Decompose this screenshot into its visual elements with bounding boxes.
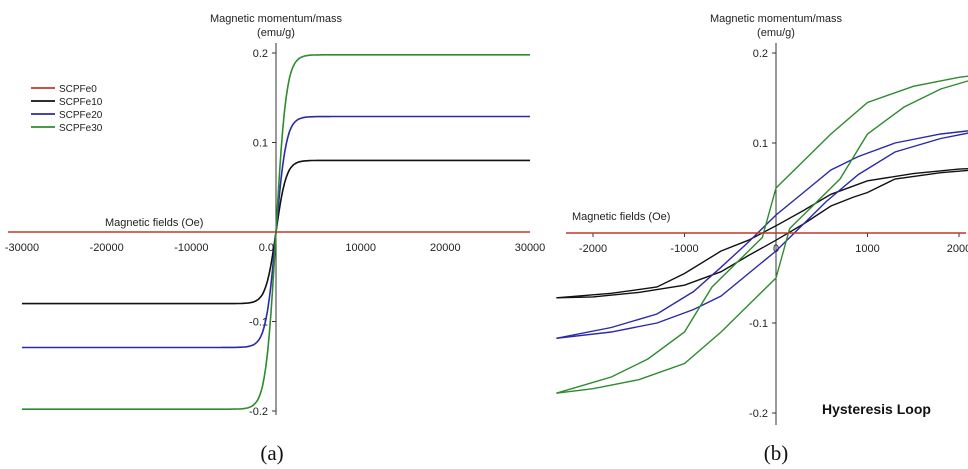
panel-b-curve-scpfe20-lower [556, 132, 968, 339]
panel-b-curve-scpfe10-lower [556, 169, 968, 299]
panel-b-xtick-label: -2000 [579, 243, 607, 255]
legend-entry: SCPFe10 [59, 97, 103, 108]
panel-b-xtick-label: -1000 [670, 243, 698, 255]
legend-entry: SCPFe20 [59, 110, 103, 121]
panel-a-xtick-label: -30000 [5, 242, 39, 254]
panel-b: Magnetic momentum/mass (emu/g) Magnetic … [556, 13, 968, 465]
panel-a-ytick-label: -0.2 [249, 406, 268, 418]
panel-b-annotation: Hysteresis Loop [822, 401, 931, 417]
panel-b-curve-scpfe30-lower [556, 80, 968, 394]
panel-b-caption: (b) [764, 441, 789, 465]
panel-a-ytick-label: 0.1 [253, 138, 268, 150]
panel-a-yunit: (emu/g) [257, 27, 295, 39]
panel-a: Magnetic momentum/mass (emu/g) Magnetic … [5, 13, 545, 465]
panel-b-xtick-label: 1000 [855, 243, 879, 255]
panel-b-curve-scpfe10-upper [556, 167, 968, 299]
panel-b-ytick-label: 0.1 [753, 138, 768, 150]
panel-a-xtick-label: 30000 [515, 242, 546, 254]
panel-a-xtick-label: 0.0 [259, 242, 274, 254]
panel-b-xtick-label: 2000 [947, 243, 968, 255]
panel-b-yunit: (emu/g) [757, 27, 795, 39]
panel-a-ytick-label: 0.2 [253, 48, 268, 60]
panel-b-xlabel: Magnetic fields (Oe) [572, 211, 670, 223]
panel-b-curve-scpfe30-upper [556, 75, 968, 394]
panel-b-ylabel: Magnetic momentum/mass [710, 13, 843, 25]
panel-b-curve-scpfe20-upper [556, 130, 968, 339]
legend-entry: SCPFe30 [59, 123, 103, 134]
panel-b-xtick-label: 0 [773, 243, 779, 255]
panel-b-ytick-label: -0.2 [749, 408, 768, 420]
panel-a-ytick-label: -0.1 [249, 317, 268, 329]
legend-entry: SCPFe0 [59, 84, 97, 95]
panel-a-xtick-label: -20000 [90, 242, 124, 254]
panel-a-xtick-label: 20000 [430, 242, 461, 254]
panel-a-xtick-label: 10000 [345, 242, 376, 254]
panel-a-xlabel: Magnetic fields (Oe) [105, 217, 203, 229]
panel-a-xtick-label: -10000 [174, 242, 208, 254]
panel-a-ylabel: Magnetic momentum/mass [210, 13, 343, 25]
panel-a-legend: SCPFe0 SCPFe10 SCPFe20 SCPFe30 [31, 84, 103, 134]
panel-b-ytick-label: 0.2 [753, 48, 768, 60]
panel-a-caption: (a) [260, 441, 283, 465]
panel-b-ytick-label: -0.1 [749, 318, 768, 330]
